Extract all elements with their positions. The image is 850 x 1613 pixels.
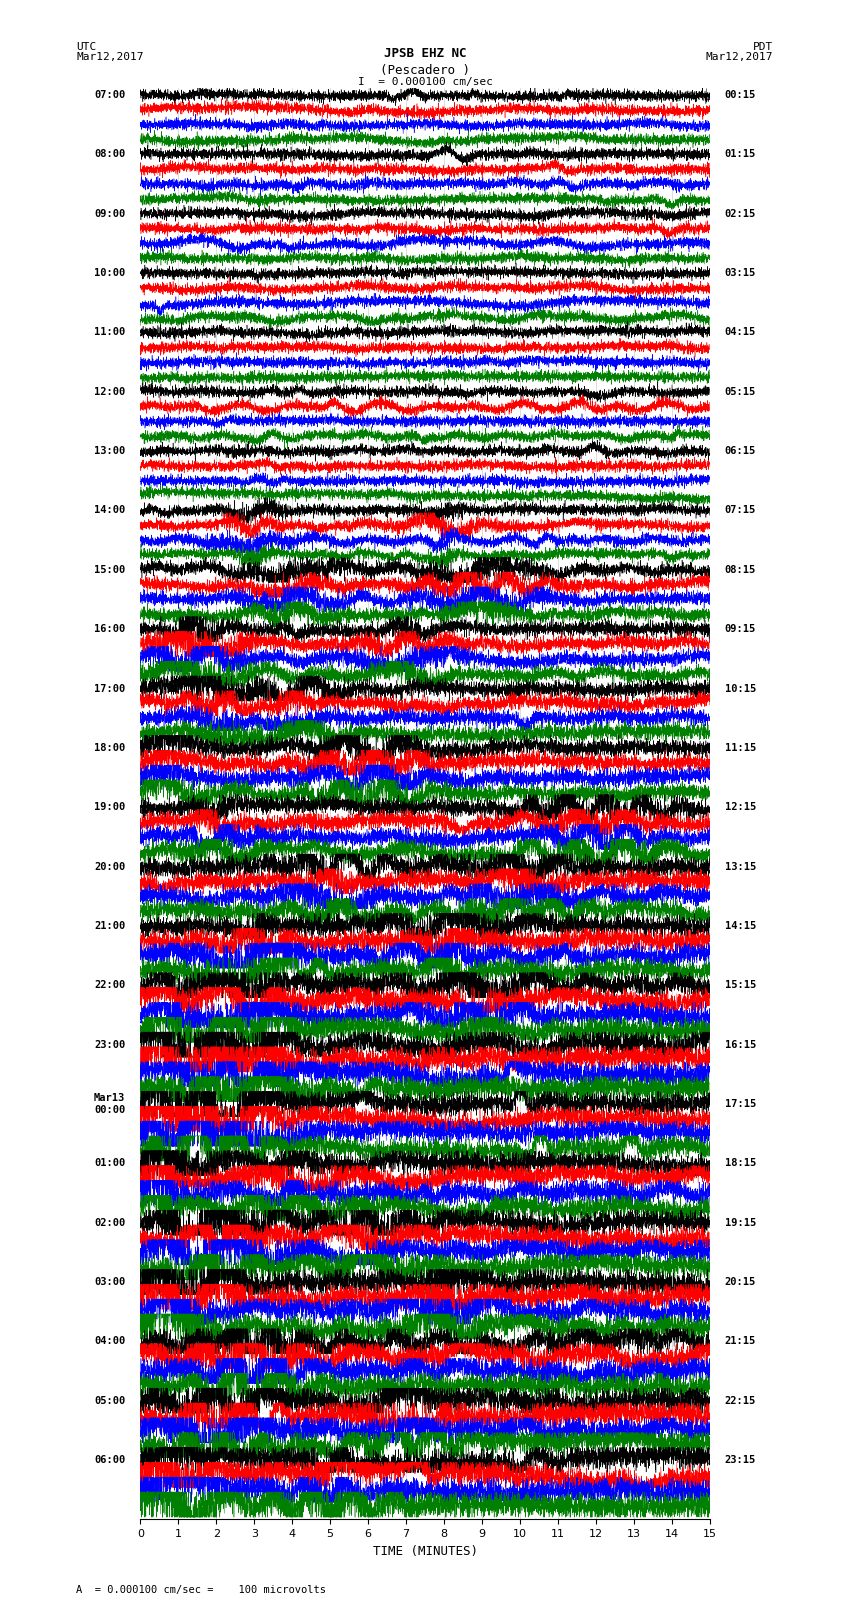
Text: 22:00: 22:00	[94, 981, 125, 990]
Text: Mar12,2017: Mar12,2017	[76, 52, 144, 61]
Text: 04:15: 04:15	[725, 327, 756, 337]
Text: I  = 0.000100 cm/sec: I = 0.000100 cm/sec	[358, 77, 492, 87]
Text: 02:00: 02:00	[94, 1218, 125, 1227]
Text: 02:15: 02:15	[725, 208, 756, 219]
Text: Mar13
00:00: Mar13 00:00	[94, 1094, 125, 1115]
Text: Mar12,2017: Mar12,2017	[706, 52, 774, 61]
Text: 10:15: 10:15	[725, 684, 756, 694]
Text: 13:15: 13:15	[725, 861, 756, 871]
Text: 05:00: 05:00	[94, 1395, 125, 1405]
Text: 09:00: 09:00	[94, 208, 125, 219]
Text: A  = 0.000100 cm/sec =    100 microvolts: A = 0.000100 cm/sec = 100 microvolts	[76, 1586, 326, 1595]
Text: 07:15: 07:15	[725, 505, 756, 516]
Text: 01:15: 01:15	[725, 150, 756, 160]
Text: 21:00: 21:00	[94, 921, 125, 931]
Text: 13:00: 13:00	[94, 447, 125, 456]
Text: (Pescadero ): (Pescadero )	[380, 63, 470, 77]
X-axis label: TIME (MINUTES): TIME (MINUTES)	[372, 1545, 478, 1558]
Text: 19:15: 19:15	[725, 1218, 756, 1227]
Text: 20:00: 20:00	[94, 861, 125, 871]
Text: 11:15: 11:15	[725, 744, 756, 753]
Text: 16:00: 16:00	[94, 624, 125, 634]
Text: 03:15: 03:15	[725, 268, 756, 277]
Text: 18:00: 18:00	[94, 744, 125, 753]
Text: 06:00: 06:00	[94, 1455, 125, 1465]
Text: 17:15: 17:15	[725, 1098, 756, 1110]
Text: 12:00: 12:00	[94, 387, 125, 397]
Text: 15:00: 15:00	[94, 565, 125, 574]
Text: JPSB EHZ NC: JPSB EHZ NC	[383, 47, 467, 60]
Text: 01:00: 01:00	[94, 1158, 125, 1168]
Text: 00:15: 00:15	[725, 90, 756, 100]
Text: 04:00: 04:00	[94, 1336, 125, 1347]
Text: 12:15: 12:15	[725, 802, 756, 813]
Text: 14:15: 14:15	[725, 921, 756, 931]
Text: 22:15: 22:15	[725, 1395, 756, 1405]
Text: 08:15: 08:15	[725, 565, 756, 574]
Text: 23:15: 23:15	[725, 1455, 756, 1465]
Text: 08:00: 08:00	[94, 150, 125, 160]
Text: 19:00: 19:00	[94, 802, 125, 813]
Text: 17:00: 17:00	[94, 684, 125, 694]
Text: PDT: PDT	[753, 42, 774, 52]
Text: 21:15: 21:15	[725, 1336, 756, 1347]
Text: 10:00: 10:00	[94, 268, 125, 277]
Text: 05:15: 05:15	[725, 387, 756, 397]
Text: UTC: UTC	[76, 42, 97, 52]
Text: 16:15: 16:15	[725, 1040, 756, 1050]
Text: 07:00: 07:00	[94, 90, 125, 100]
Text: 06:15: 06:15	[725, 447, 756, 456]
Text: 20:15: 20:15	[725, 1277, 756, 1287]
Text: 18:15: 18:15	[725, 1158, 756, 1168]
Text: 09:15: 09:15	[725, 624, 756, 634]
Text: 15:15: 15:15	[725, 981, 756, 990]
Text: 03:00: 03:00	[94, 1277, 125, 1287]
Text: 14:00: 14:00	[94, 505, 125, 516]
Text: 23:00: 23:00	[94, 1040, 125, 1050]
Text: 11:00: 11:00	[94, 327, 125, 337]
